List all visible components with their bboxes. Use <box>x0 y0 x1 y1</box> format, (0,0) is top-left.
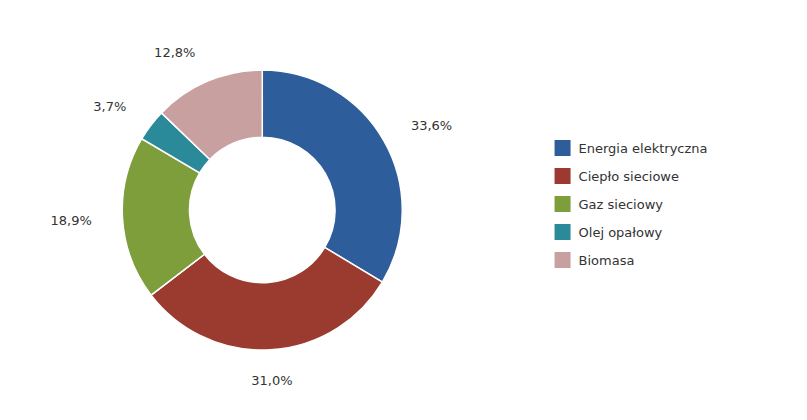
legend-item: Olej opałowy <box>555 224 663 240</box>
slices <box>122 70 402 350</box>
legend-item: Gaz sieciowy <box>555 196 664 212</box>
legend-item: Ciepło sieciowe <box>555 168 679 184</box>
legend-swatch <box>555 140 571 156</box>
slice <box>161 70 262 160</box>
chart: 33,6% 31,0% 18,9% 3,7% 12,8% Energia elektryc… <box>0 0 807 420</box>
legend-item: Biomasa <box>555 252 635 268</box>
legend-item: Energia elektryczna <box>555 140 708 156</box>
legend-swatch <box>555 252 571 268</box>
legend-label: Gaz sieciowy <box>579 197 664 212</box>
legend-label: Energia elektryczna <box>579 141 708 156</box>
legend-swatch <box>555 224 571 240</box>
pie: 33,6% 31,0% 18,9% 3,7% 12,8% <box>50 45 452 388</box>
data-label: 3,7% <box>93 99 126 114</box>
data-label: 33,6% <box>411 118 452 133</box>
legend-swatch <box>555 168 571 184</box>
data-label: 12,8% <box>154 45 195 60</box>
legend-label: Ciepło sieciowe <box>579 169 679 184</box>
legend-label: Olej opałowy <box>579 225 663 240</box>
legend-label: Biomasa <box>579 253 635 268</box>
slice <box>262 70 402 282</box>
data-labels: 33,6% 31,0% 18,9% 3,7% 12,8% <box>50 45 452 388</box>
data-label: 18,9% <box>50 213 91 228</box>
legend: Energia elektryczna Ciepło sieciowe Gaz si… <box>555 140 708 268</box>
data-label: 31,0% <box>251 373 292 388</box>
legend-swatch <box>555 196 571 212</box>
